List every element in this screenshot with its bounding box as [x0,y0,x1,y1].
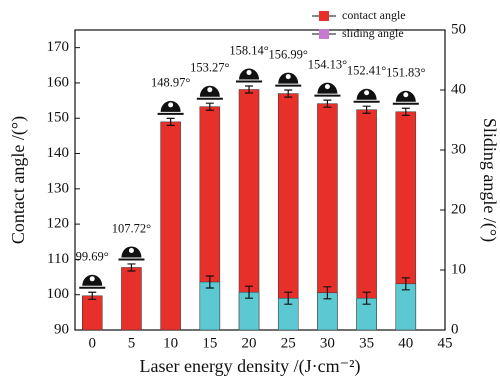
y2-axis-label: Sliding angle /(°) [479,118,500,242]
droplet-glint [403,92,408,97]
bar [200,282,220,330]
x-axis-label: Laser energy density /(J·cm⁻²) [140,356,361,377]
bar [82,296,102,330]
bar [396,284,416,330]
x-tick-label: 15 [202,335,217,351]
y2-tick-label: 50 [451,21,466,37]
bar [161,122,181,330]
y-tick-label: 170 [47,39,70,55]
value-label: 151.83° [386,66,425,80]
value-label: 148.97° [151,76,190,90]
value-label: 99.69° [76,250,109,264]
y2-tick-label: 20 [451,201,466,217]
y-tick-label: 90 [54,321,69,337]
x-tick-label: 5 [128,335,136,351]
y-tick-label: 150 [47,110,70,126]
y2-tick-label: 30 [451,141,466,157]
page: Laser energy density /(J·cm⁻²) Contact a… [0,0,500,385]
x-tick-label: 30 [320,335,335,351]
value-label: 156.99° [269,47,308,61]
x-tick-label: 10 [163,335,178,351]
y-tick-label: 130 [47,180,70,196]
bar [121,267,141,330]
value-label: 107.72° [112,221,151,235]
y-tick-label: 160 [47,74,70,90]
x-tick-label: 25 [281,335,296,351]
y-tick-label: 100 [47,286,70,302]
value-label: 152.41° [347,64,386,78]
droplet-glint [286,74,291,79]
y-axis-label: Contact angle /(°) [8,116,29,244]
value-label: 158.14° [229,43,268,57]
y-tick-label: 140 [47,145,70,161]
droplet-glint [325,84,330,89]
droplet-glint [90,276,95,281]
droplet-glint [129,248,134,253]
value-label: 154.13° [308,58,347,72]
legend-label: sliding angle [342,26,404,40]
y-tick-label: 110 [47,251,69,267]
y-tick-label: 120 [47,216,70,232]
x-tick-label: 35 [359,335,374,351]
chart: Laser energy density /(J·cm⁻²) Contact a… [0,0,500,380]
x-tick-label: 0 [88,335,96,351]
legend-swatch [319,29,329,39]
y2-tick-label: 10 [451,261,466,277]
x-tick-label: 45 [438,335,453,351]
y2-tick-label: 40 [451,81,466,97]
legend-label: contact angle [342,8,406,22]
x-tick-label: 40 [398,335,413,351]
x-tick-label: 20 [242,335,257,351]
legend-swatch [319,11,329,21]
droplet-glint [168,102,173,107]
droplet-glint [207,87,212,92]
droplet-glint [247,70,252,75]
droplet-glint [364,90,369,95]
value-label: 153.27° [190,61,229,75]
